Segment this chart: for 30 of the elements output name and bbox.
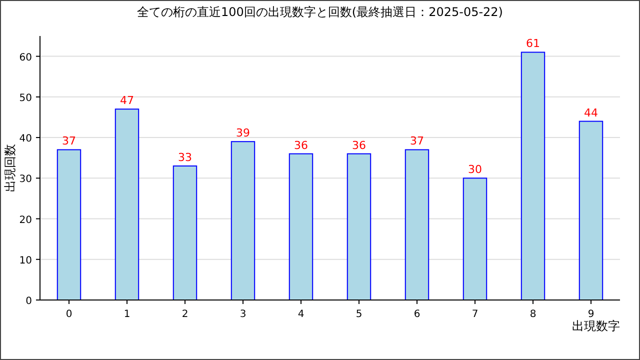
data-label: 36 [352, 138, 366, 152]
data-label: 30 [468, 163, 482, 176]
y-tick-label: 0 [26, 296, 32, 307]
data-label: 61 [526, 37, 540, 50]
y-tick-label: 20 [19, 214, 32, 226]
x-tick-label: 4 [298, 309, 304, 320]
x-tick-label: 6 [414, 309, 420, 320]
x-tick-label: 3 [240, 309, 246, 320]
y-tick-label: 40 [19, 134, 32, 145]
data-label: 36 [294, 138, 308, 152]
data-label: 37 [62, 134, 76, 148]
data-label: 33 [178, 150, 192, 164]
data-label: 37 [410, 134, 424, 148]
y-axis-title: 出現回数 [3, 144, 17, 192]
x-axis-title: 出現数字 [572, 319, 620, 333]
x-tick-label: 9 [588, 309, 594, 320]
y-tick-label: 60 [19, 52, 32, 64]
x-tick-label: 5 [356, 309, 362, 320]
y-tick-label: 30 [19, 174, 32, 186]
y-tick-label: 50 [19, 92, 32, 104]
y-tick-label: 10 [19, 255, 32, 266]
x-tick-label: 0 [66, 309, 72, 320]
data-label: 47 [120, 94, 134, 108]
data-label: 44 [584, 106, 598, 120]
data-label: 39 [236, 126, 250, 140]
x-tick-label: 2 [182, 309, 188, 320]
chart-title: 全ての桁の直近100回の出現数字と回数(最終抽選日：2025-05-22) [136, 5, 504, 19]
x-tick-label: 7 [472, 309, 478, 320]
x-tick-label: 1 [124, 309, 130, 320]
x-tick-label: 8 [530, 309, 536, 320]
